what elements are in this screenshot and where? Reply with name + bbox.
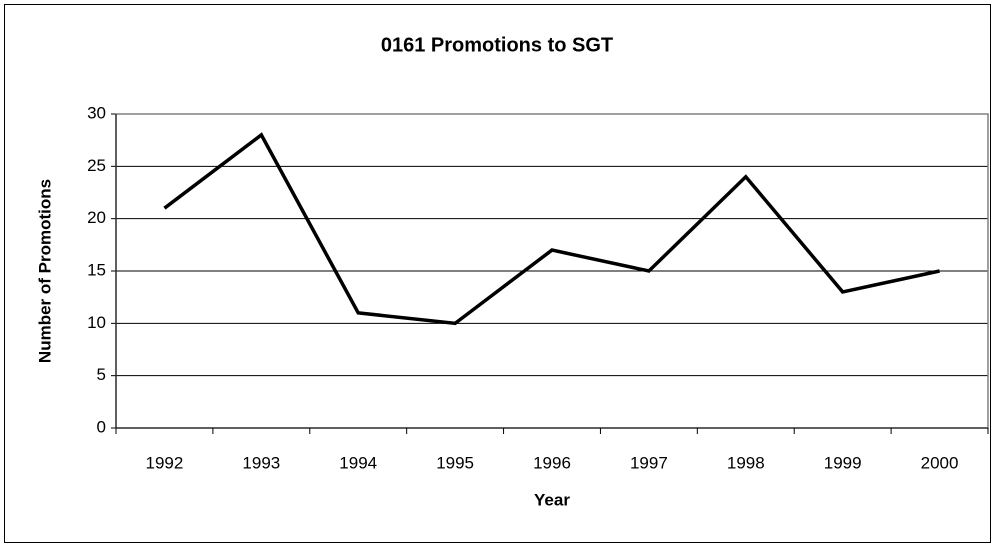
chart-title: 0161 Promotions to SGT	[381, 34, 613, 56]
x-tick-label: 1997	[630, 453, 668, 472]
x-tick-label: 2000	[921, 453, 959, 472]
y-tick-label: 5	[97, 365, 106, 384]
y-tick-label: 15	[87, 260, 106, 279]
y-tick-label: 0	[97, 417, 106, 436]
y-tick-label: 10	[87, 313, 106, 332]
x-tick-label: 1994	[339, 453, 377, 472]
y-tick-label: 20	[87, 208, 106, 227]
x-tick-label: 1993	[242, 453, 280, 472]
x-tick-label: 1995	[436, 453, 474, 472]
data-line	[163, 132, 940, 326]
x-tick-label: 1992	[146, 453, 184, 472]
y-axis-label: Number of Promotions	[35, 179, 54, 363]
x-axis-label: Year	[534, 490, 570, 509]
x-tick-label: 1999	[824, 453, 862, 472]
x-tick-label: 1998	[727, 453, 765, 472]
y-tick-label: 30	[87, 103, 106, 122]
x-tick-label: 1996	[533, 453, 571, 472]
y-tick-label: 25	[87, 156, 106, 175]
